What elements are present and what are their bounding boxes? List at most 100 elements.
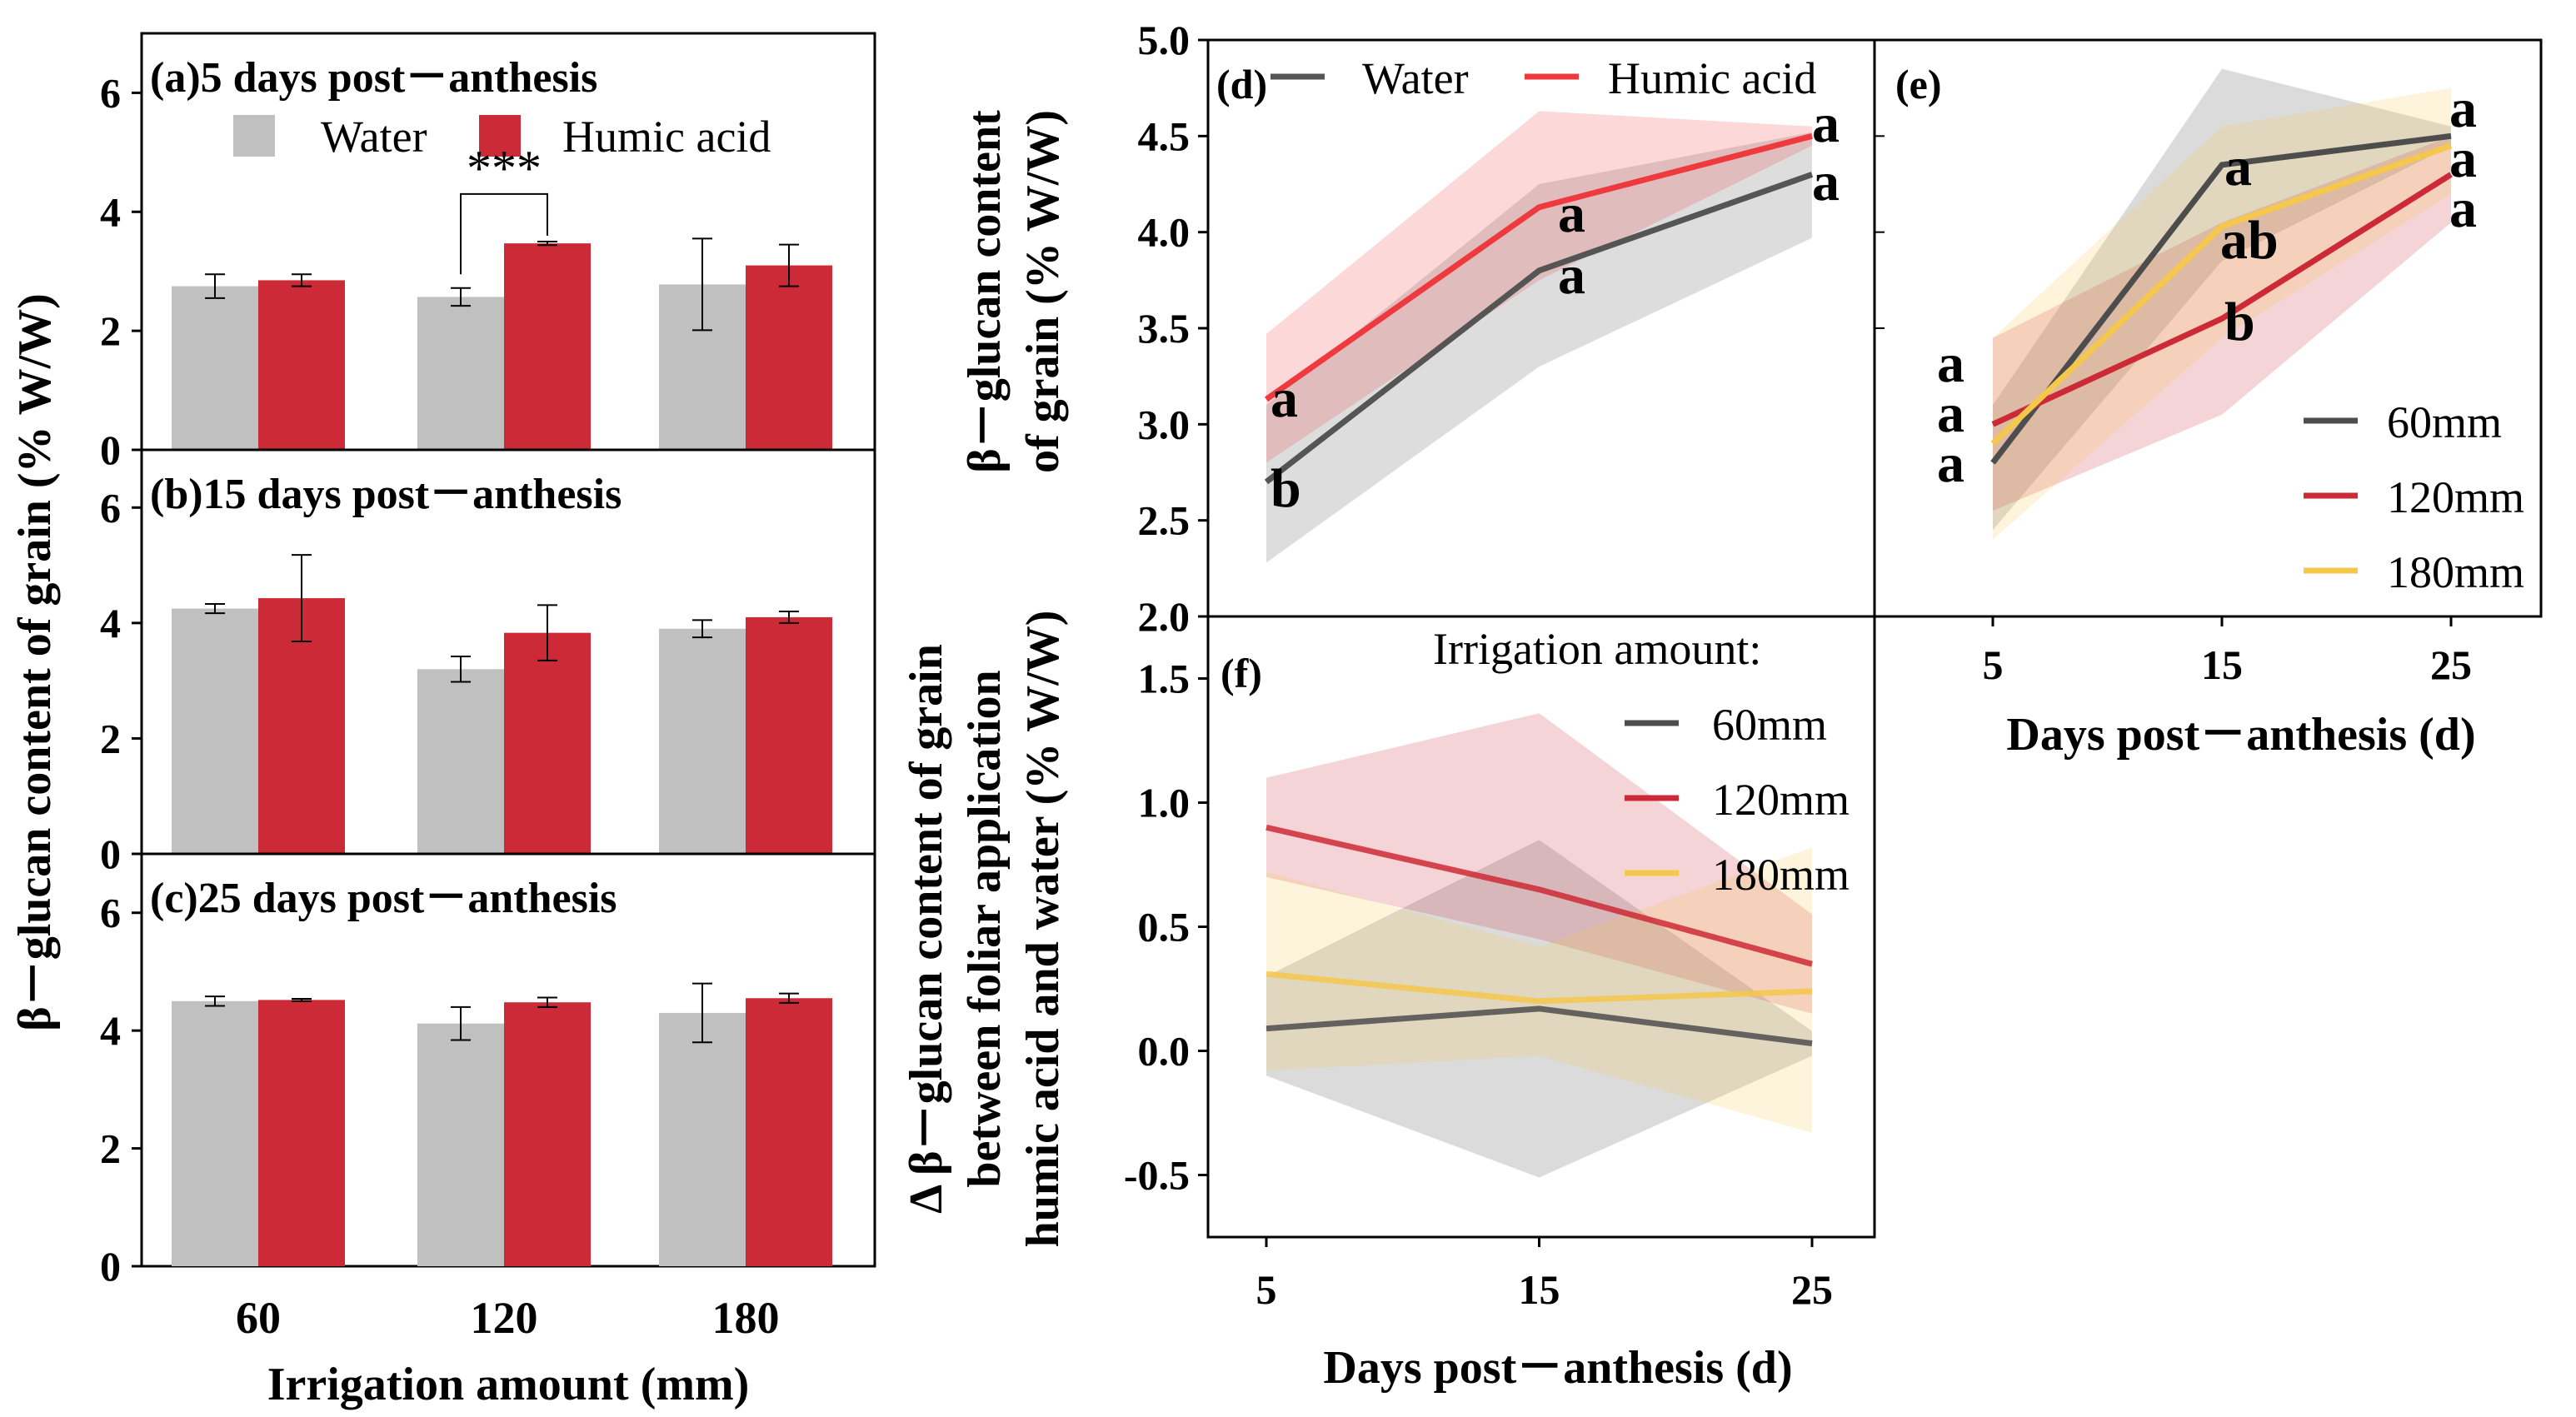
shared-y-axis-label: β－glucan content of grain (% W/W) — [9, 293, 61, 1031]
bar-b-humic-acid-120 — [504, 632, 591, 854]
significance-letter-d: a — [1812, 152, 1840, 212]
panel-b-bar-chart: 0 2 4 6 (b)15 days post－anthesis — [100, 448, 876, 877]
y-tick-label-c: 4 — [100, 1007, 121, 1054]
y-tick-label-d: 4.5 — [1138, 112, 1191, 159]
line-d-water — [1264, 172, 1814, 485]
bar-c-water-120 — [417, 1023, 504, 1266]
x-axis-label-e: Days post－anthesis (d) — [2006, 709, 2475, 761]
bar-c-humic-acid-60 — [258, 1000, 345, 1266]
y-tick-label-c: 2 — [100, 1125, 121, 1172]
significance-letter-e: ab — [2220, 210, 2279, 271]
significance-letter-d: a — [1271, 368, 1298, 429]
y-tick-label-d: 2.5 — [1138, 497, 1191, 544]
y-axis-label-d-line2: of grain (% W/W) — [1017, 110, 1069, 473]
line-f-60mm — [1266, 1005, 1813, 1047]
legend-swatch-humic-acid — [479, 115, 521, 157]
panel-c-bar-chart: 0 2 4 6 (c)25 days post－anthesis 60 120 180 — [100, 852, 876, 1343]
ci-band-d-water — [1266, 132, 1812, 563]
legend-title-f: Irrigation amount: — [1433, 624, 1761, 674]
ci-band-f-180mm — [1266, 847, 1812, 1133]
legend-label-e-180mm: 180mm — [2387, 547, 2524, 597]
line-e-60mm — [1990, 132, 2452, 465]
bar-b-humic-acid-180 — [746, 616, 832, 854]
y-axis-label-f-line2: between foliar application — [959, 670, 1011, 1187]
y-tick-label-a: 0 — [100, 427, 121, 473]
panel-label-f: (f) — [1221, 650, 1262, 696]
line-e-120mm — [1991, 172, 2453, 427]
bar-c-humic-acid-120 — [504, 1002, 591, 1266]
significance-stars: *** — [467, 141, 542, 196]
legend-label-water: Water — [1362, 53, 1469, 103]
x-tick-label-f: 25 — [1791, 1266, 1833, 1313]
legend-label-f-120mm: 120mm — [1712, 775, 1850, 825]
y-tick-label-d: 2.0 — [1138, 593, 1191, 640]
y-tick-label-f: 0.0 — [1138, 1028, 1191, 1075]
bar-c-water-60 — [172, 1000, 258, 1266]
bar-a-humic-acid-120 — [504, 243, 591, 450]
bar-b-water-120 — [417, 669, 504, 854]
y-tick-label-b: 6 — [100, 484, 121, 531]
panel-label-d: (d) — [1216, 61, 1267, 107]
bar-a-humic-acid-60 — [258, 280, 345, 450]
bar-c-humic-acid-180 — [746, 998, 832, 1266]
panel-f-line-chart: -0.5 0.0 0.5 1.0 1.5 5 15 25 (f) Irrigation amoun… — [1124, 615, 1876, 1313]
y-axis-label-d-line1: β－glucan content — [959, 110, 1011, 473]
y-tick-label-a: 4 — [100, 188, 121, 235]
line-f-180mm — [1266, 970, 1813, 1005]
y-axis-label-f-line1: Δ β－glucan content of grain — [901, 644, 952, 1214]
significance-bracket — [460, 192, 548, 275]
ci-band-d-humic-acid — [1266, 111, 1812, 463]
ci-band-f-120mm — [1266, 713, 1812, 1014]
bar-a-humic-acid-180 — [746, 265, 832, 450]
y-tick-label-d: 4.0 — [1138, 209, 1191, 256]
y-tick-label-f: 1.0 — [1138, 780, 1191, 826]
x-tick-label-f: 5 — [1256, 1266, 1277, 1313]
y-tick-label-c: 6 — [100, 890, 121, 936]
panel-title-a: (a)5 days post－anthesis — [150, 54, 597, 102]
legend-swatch-water — [233, 115, 275, 157]
y-tick-label-f: -0.5 — [1124, 1152, 1190, 1199]
y-axis-label-f-line3: humic acid and water (% W/W) — [1017, 611, 1069, 1248]
y-tick-label-b: 2 — [100, 715, 121, 761]
x-axis-label-a-c: Irrigation amount (mm) — [267, 1359, 750, 1410]
y-tick-label-d: 5.0 — [1138, 17, 1191, 63]
x-tick-label-e: 5 — [1983, 641, 2004, 688]
significance-letter-e: a — [2449, 78, 2477, 139]
panel-title-b: (b)15 days post－anthesis — [150, 471, 622, 518]
bar-b-water-180 — [659, 628, 746, 854]
ci-band-e-180mm — [1993, 87, 2451, 540]
legend-label-humic-acid: Humic acid — [1608, 53, 1816, 103]
legend-label-f-60mm: 60mm — [1712, 700, 1827, 750]
legend-label-f-180mm: 180mm — [1712, 850, 1850, 900]
line-e-180mm — [1990, 142, 2453, 446]
significance-letter-e: a — [1937, 383, 1964, 444]
significance-letter-e: a — [2449, 128, 2477, 189]
panel-a-bar-chart: 0 2 4 6 (a)5 days post－anthesis Water Humic ac… — [100, 32, 876, 473]
line-d-humic-acid — [1264, 132, 1813, 402]
y-tick-label-f: 1.5 — [1138, 656, 1191, 702]
significance-letter-d: a — [1558, 183, 1585, 244]
significance-letter-e: b — [2224, 292, 2255, 352]
significance-letter-e: a — [2449, 178, 2477, 239]
panel-label-e: (e) — [1895, 61, 1942, 107]
bar-b-water-60 — [172, 608, 258, 854]
legend-label-e-60mm: 60mm — [2387, 397, 2502, 447]
y-tick-label-f: 0.5 — [1138, 904, 1191, 950]
legend-label-e-120mm: 120mm — [2387, 472, 2524, 522]
x-tick-label-60: 60 — [236, 1293, 281, 1343]
legend-label-water: Water — [321, 112, 427, 162]
x-axis-label-f: Days post－anthesis (d) — [1323, 1342, 1792, 1394]
significance-letter-d: a — [1812, 93, 1840, 154]
legend-label-humic-acid: Humic acid — [562, 112, 771, 162]
y-tick-label-a: 2 — [100, 307, 121, 354]
y-tick-label-c: 0 — [100, 1243, 121, 1290]
x-tick-label-e: 15 — [2201, 641, 2243, 688]
significance-letter-d: b — [1271, 458, 1301, 519]
x-tick-label-180: 180 — [712, 1293, 780, 1343]
significance-letter-e: a — [1937, 433, 1964, 494]
significance-letter-e: a — [2224, 137, 2252, 197]
y-tick-label-b: 4 — [100, 600, 121, 646]
